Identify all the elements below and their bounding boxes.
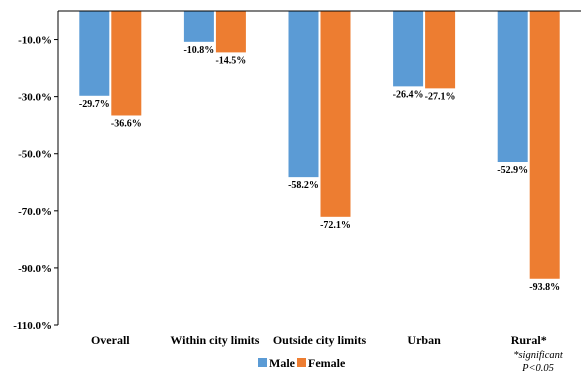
data-label-male-urban: -26.4% [393, 89, 424, 100]
y-tick-label-30-0: -30.0% [18, 92, 52, 104]
data-label-male-rural: -52.9% [497, 165, 528, 176]
bar-female-overall [111, 11, 142, 116]
data-label-male-within-city-limits: -10.8% [183, 45, 214, 56]
significance-note-line-2: P<0.05 [521, 363, 554, 371]
data-label-female-rural: -93.8% [529, 282, 560, 293]
significance-note-line-1: *significant [513, 350, 564, 361]
bar-male-urban [393, 11, 424, 87]
category-label-urban: Urban [407, 333, 441, 347]
bar-female-within-city-limits [215, 11, 246, 53]
legend-label-male: Male [269, 356, 296, 370]
category-label-rural: Rural* [511, 333, 547, 347]
category-label-outside-city-limits: Outside city limits [273, 333, 367, 347]
y-tick-label-50-0: -50.0% [18, 149, 52, 161]
legend-swatch-female [297, 358, 306, 367]
category-label-overall: Overall [91, 333, 130, 347]
category-label-within-city-limits: Within city limits [170, 333, 259, 347]
axis-layer: -10.0% -30.0% -50.0% -70.0% -90.0% -110.0% [13, 10, 581, 332]
bar-male-outside-city-limits [288, 11, 319, 178]
y-tick-label-10-0: -10.0% [18, 35, 52, 47]
data-label-female-within-city-limits: -14.5% [215, 55, 246, 66]
legend-label-female: Female [308, 356, 346, 370]
y-tick-label-90-0: -90.0% [18, 263, 52, 275]
legend-swatch-male [258, 358, 267, 367]
bar-female-urban [425, 11, 456, 89]
data-label-female-overall: -36.6% [111, 118, 142, 129]
bar-female-outside-city-limits [320, 11, 351, 217]
bar-female-rural [529, 11, 560, 279]
significance-note: *significant P<0.05 [513, 350, 564, 374]
bars-layer [79, 11, 560, 279]
y-tick-label-70-0: -70.0% [18, 206, 52, 218]
labels-layer: -29.7%-36.6% Overall -10.8%-14.5% Within ci… [79, 45, 560, 347]
bar-male-rural [497, 11, 528, 163]
bar-male-within-city-limits [183, 11, 214, 42]
data-label-female-outside-city-limits: -72.1% [320, 220, 351, 231]
legend: Male Female [258, 356, 346, 370]
data-label-male-overall: -29.7% [79, 99, 110, 110]
data-label-female-urban: -27.1% [425, 91, 456, 102]
data-label-male-outside-city-limits: -58.2% [288, 180, 319, 191]
bar-male-overall [79, 11, 110, 96]
y-tick-label-110-0: -110.0% [13, 320, 52, 332]
